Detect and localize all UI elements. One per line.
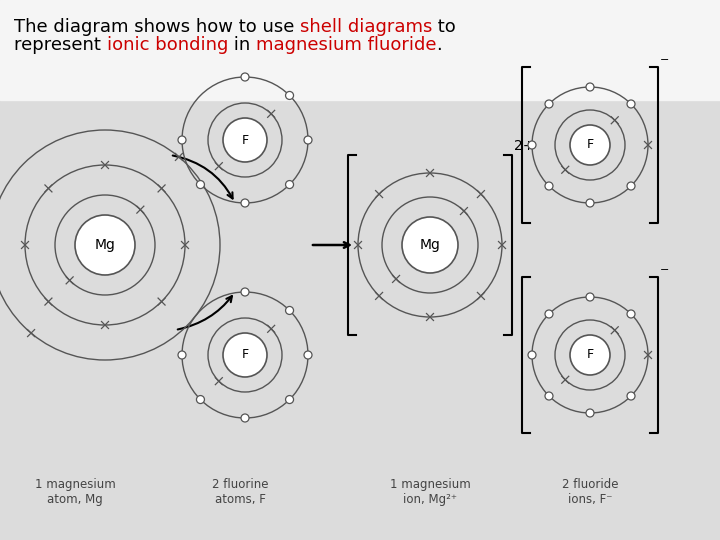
Circle shape: [241, 73, 249, 81]
Circle shape: [75, 215, 135, 275]
Circle shape: [627, 100, 635, 108]
Circle shape: [627, 310, 635, 318]
Text: 2+: 2+: [514, 139, 534, 153]
Circle shape: [286, 395, 294, 403]
Circle shape: [570, 335, 610, 375]
Text: The diagram shows how to use: The diagram shows how to use: [14, 18, 300, 36]
Circle shape: [304, 351, 312, 359]
Circle shape: [241, 199, 249, 207]
Text: ionic bonding: ionic bonding: [107, 36, 228, 54]
Circle shape: [586, 199, 594, 207]
Text: 1 magnesium
atom, Mg: 1 magnesium atom, Mg: [35, 478, 115, 506]
Bar: [0, 0, 720, 100]
Circle shape: [570, 125, 610, 165]
Text: F: F: [586, 348, 593, 361]
Circle shape: [627, 392, 635, 400]
Text: F: F: [241, 133, 248, 146]
Text: 1 magnesium
ion, Mg²⁺: 1 magnesium ion, Mg²⁺: [390, 478, 470, 506]
Circle shape: [223, 333, 267, 377]
Text: Mg: Mg: [94, 238, 115, 252]
Circle shape: [545, 310, 553, 318]
Text: F: F: [586, 138, 593, 152]
Circle shape: [223, 118, 267, 162]
Text: −: −: [660, 265, 670, 275]
Text: 2 fluoride
ions, F⁻: 2 fluoride ions, F⁻: [562, 478, 618, 506]
Circle shape: [586, 409, 594, 417]
Circle shape: [286, 91, 294, 99]
Circle shape: [402, 217, 458, 273]
Circle shape: [545, 100, 553, 108]
Circle shape: [241, 288, 249, 296]
Text: F: F: [241, 348, 248, 361]
Circle shape: [197, 180, 204, 188]
Circle shape: [545, 392, 553, 400]
Circle shape: [178, 136, 186, 144]
Circle shape: [241, 414, 249, 422]
Circle shape: [528, 351, 536, 359]
Circle shape: [286, 307, 294, 314]
Text: −: −: [660, 55, 670, 65]
Text: magnesium fluoride: magnesium fluoride: [256, 36, 436, 54]
Circle shape: [304, 136, 312, 144]
Circle shape: [627, 182, 635, 190]
Circle shape: [586, 293, 594, 301]
Circle shape: [197, 395, 204, 403]
Circle shape: [545, 182, 553, 190]
Text: Mg: Mg: [420, 238, 441, 252]
Circle shape: [178, 351, 186, 359]
Circle shape: [286, 180, 294, 188]
Text: .: .: [436, 36, 442, 54]
Text: represent: represent: [14, 36, 107, 54]
Circle shape: [586, 83, 594, 91]
Text: in: in: [228, 36, 256, 54]
Text: to: to: [433, 18, 456, 36]
Text: shell diagrams: shell diagrams: [300, 18, 433, 36]
Text: 2 fluorine
atoms, F: 2 fluorine atoms, F: [212, 478, 269, 506]
Circle shape: [528, 141, 536, 149]
